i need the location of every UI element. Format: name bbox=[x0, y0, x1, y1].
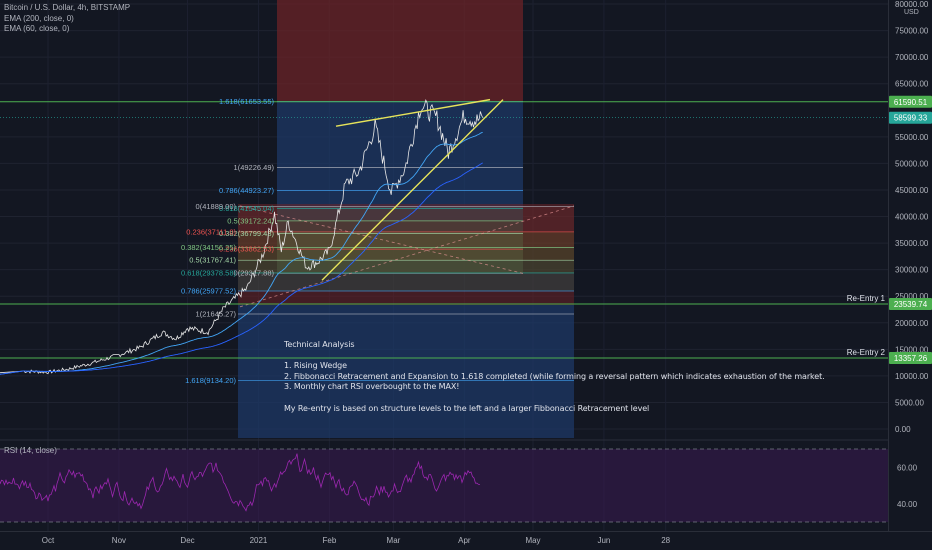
wedge-upper-line bbox=[335, 98, 491, 127]
currency-label: USD bbox=[904, 9, 919, 16]
position-zones bbox=[238, 0, 574, 438]
fib-band-left bbox=[238, 272, 574, 291]
fib-band-right bbox=[277, 220, 523, 234]
fib-label-right: 0.382(36799.43) bbox=[219, 229, 275, 238]
red-zone-upper bbox=[277, 0, 523, 101]
time-tick-label: May bbox=[525, 536, 540, 545]
price-line bbox=[0, 99, 484, 375]
analysis-point: 3. Monthly chart RSI overbought to the M… bbox=[284, 382, 460, 392]
fib-label-left: 0.236(37111.0) bbox=[186, 227, 236, 236]
dashed-trendline bbox=[239, 205, 575, 308]
fib-label-right: 0.786(44923.27) bbox=[219, 186, 275, 195]
fib-label-left: 0.382(34156.25) bbox=[181, 243, 237, 252]
price-tags: 61590.51 58599.33 23539.74 13357.26 bbox=[889, 95, 932, 365]
price-tick-label: 75000.00 bbox=[895, 27, 929, 36]
rsi-band bbox=[0, 449, 888, 522]
time-tick-label: Oct bbox=[42, 536, 55, 545]
time-tick-label: Nov bbox=[112, 536, 126, 545]
time-tick-label: 2021 bbox=[250, 536, 268, 545]
price-tick-label: 55000.00 bbox=[895, 133, 929, 142]
fib-label-right: 1(49226.49) bbox=[234, 163, 275, 172]
ema-60-line bbox=[0, 131, 483, 375]
analysis-point: 1. Rising Wedge bbox=[284, 361, 347, 371]
ema-200-line bbox=[0, 162, 483, 375]
price-tick-label: 0.00 bbox=[895, 425, 911, 434]
fib-labels: 1.618(61653.55) 1(49226.49) 0.786(44923.27… bbox=[181, 97, 275, 385]
price-tick-label: 5000.00 bbox=[895, 398, 924, 407]
dashed-trendline bbox=[239, 205, 524, 274]
price-tick-label: 35000.00 bbox=[895, 239, 929, 248]
fib-band-left bbox=[238, 260, 574, 273]
fib-band-left bbox=[238, 206, 574, 232]
price-tick-label: 15000.00 bbox=[895, 345, 929, 354]
fib-band-right bbox=[277, 249, 523, 274]
analysis-title: Technical Analysis bbox=[284, 340, 355, 349]
blue-zone-lower bbox=[238, 305, 574, 438]
analysis-note: My Re-entry is based on structure levels… bbox=[284, 403, 650, 413]
fib-label-left: 0(41889.00) bbox=[196, 202, 237, 211]
price-tag-bg bbox=[889, 95, 932, 108]
price-tick-label: 65000.00 bbox=[895, 80, 929, 89]
price-tick-label: 10000.00 bbox=[895, 372, 929, 381]
price-tag-bg bbox=[889, 111, 932, 124]
price-tag-label: 61590.51 bbox=[894, 98, 928, 107]
price-tick-label: 50000.00 bbox=[895, 159, 929, 168]
price-tick-label: 25000.00 bbox=[895, 292, 929, 301]
fib-band-left bbox=[238, 247, 574, 261]
series-layer bbox=[0, 98, 504, 512]
fib-label-left: 0.786(25977.52) bbox=[181, 286, 237, 295]
price-tag-label: 23539.74 bbox=[894, 300, 928, 309]
time-tick-label: Mar bbox=[387, 536, 401, 545]
fib-label-left: 1(21645.27) bbox=[196, 310, 237, 319]
fib-label-left: 0.618(29378.58) bbox=[181, 268, 237, 277]
fib-label-right: 0.618(41545.04) bbox=[219, 204, 275, 213]
price-axis-bg bbox=[889, 0, 932, 531]
time-tick-label: Dec bbox=[180, 536, 194, 545]
re-entry-label: Re-Entry 2 bbox=[847, 348, 886, 357]
price-tick-label: 70000.00 bbox=[895, 53, 929, 62]
time-tick-label: Apr bbox=[458, 536, 471, 545]
indicator-ema-200[interactable]: EMA (200, close, 0) bbox=[4, 13, 74, 23]
price-tag-bg bbox=[889, 352, 932, 365]
price-tick-label: 30000.00 bbox=[895, 266, 929, 275]
rsi-tick-label: 60.00 bbox=[897, 463, 918, 472]
price-tag-label: 58599.33 bbox=[894, 114, 928, 123]
time-tick-label: Feb bbox=[322, 536, 336, 545]
wedge-lower-line bbox=[321, 99, 504, 281]
price-tick-label: 40000.00 bbox=[895, 213, 929, 222]
rsi-line bbox=[0, 453, 481, 512]
analysis-point: 2. Fibbonacci Retracement and Expansion … bbox=[284, 371, 825, 381]
fib-label-left: 1.618(9134.20) bbox=[185, 376, 236, 385]
chart-legend: Bitcoin / U.S. Dollar, 4h, BITSTAMP EMA … bbox=[4, 3, 130, 35]
fib-band-right bbox=[277, 233, 523, 250]
symbol-title[interactable]: Bitcoin / U.S. Dollar, 4h, BITSTAMP bbox=[4, 3, 131, 12]
price-tag-label: 13357.26 bbox=[894, 354, 928, 363]
fib-band-left bbox=[238, 231, 574, 248]
time-tick-label: Jun bbox=[597, 536, 610, 545]
rsi-tick-label: 40.00 bbox=[897, 500, 918, 509]
fib-label-right: 0(29317.88) bbox=[234, 269, 275, 278]
rsi-pane bbox=[0, 439, 932, 523]
re-entry-label: Re-Entry 1 bbox=[847, 294, 886, 303]
fib-label-right: 0.236(33862.53) bbox=[219, 245, 275, 254]
fib-bands bbox=[238, 101, 575, 381]
rsi-legend[interactable]: RSI (14, close) bbox=[4, 446, 57, 455]
fib-label-left: 0.5(31767.41) bbox=[189, 256, 236, 265]
fib-label-right: 0.5(39172.24) bbox=[227, 216, 274, 225]
price-tag-bg bbox=[889, 297, 932, 310]
price-tick-label: 80000.00 bbox=[895, 0, 929, 9]
level-lines: Re-Entry 1 Re-Entry 2 bbox=[0, 101, 888, 359]
fib-label-right: 1.618(61653.55) bbox=[219, 97, 275, 106]
technical-analysis-note[interactable]: Technical Analysis 1. Rising Wedge 2. Fi… bbox=[284, 340, 844, 414]
price-tick-label: 20000.00 bbox=[895, 319, 929, 328]
indicator-ema-60[interactable]: EMA (60, close, 0) bbox=[4, 24, 70, 33]
price-tick-label: 45000.00 bbox=[895, 186, 929, 195]
time-tick-label: 28 bbox=[661, 536, 670, 545]
